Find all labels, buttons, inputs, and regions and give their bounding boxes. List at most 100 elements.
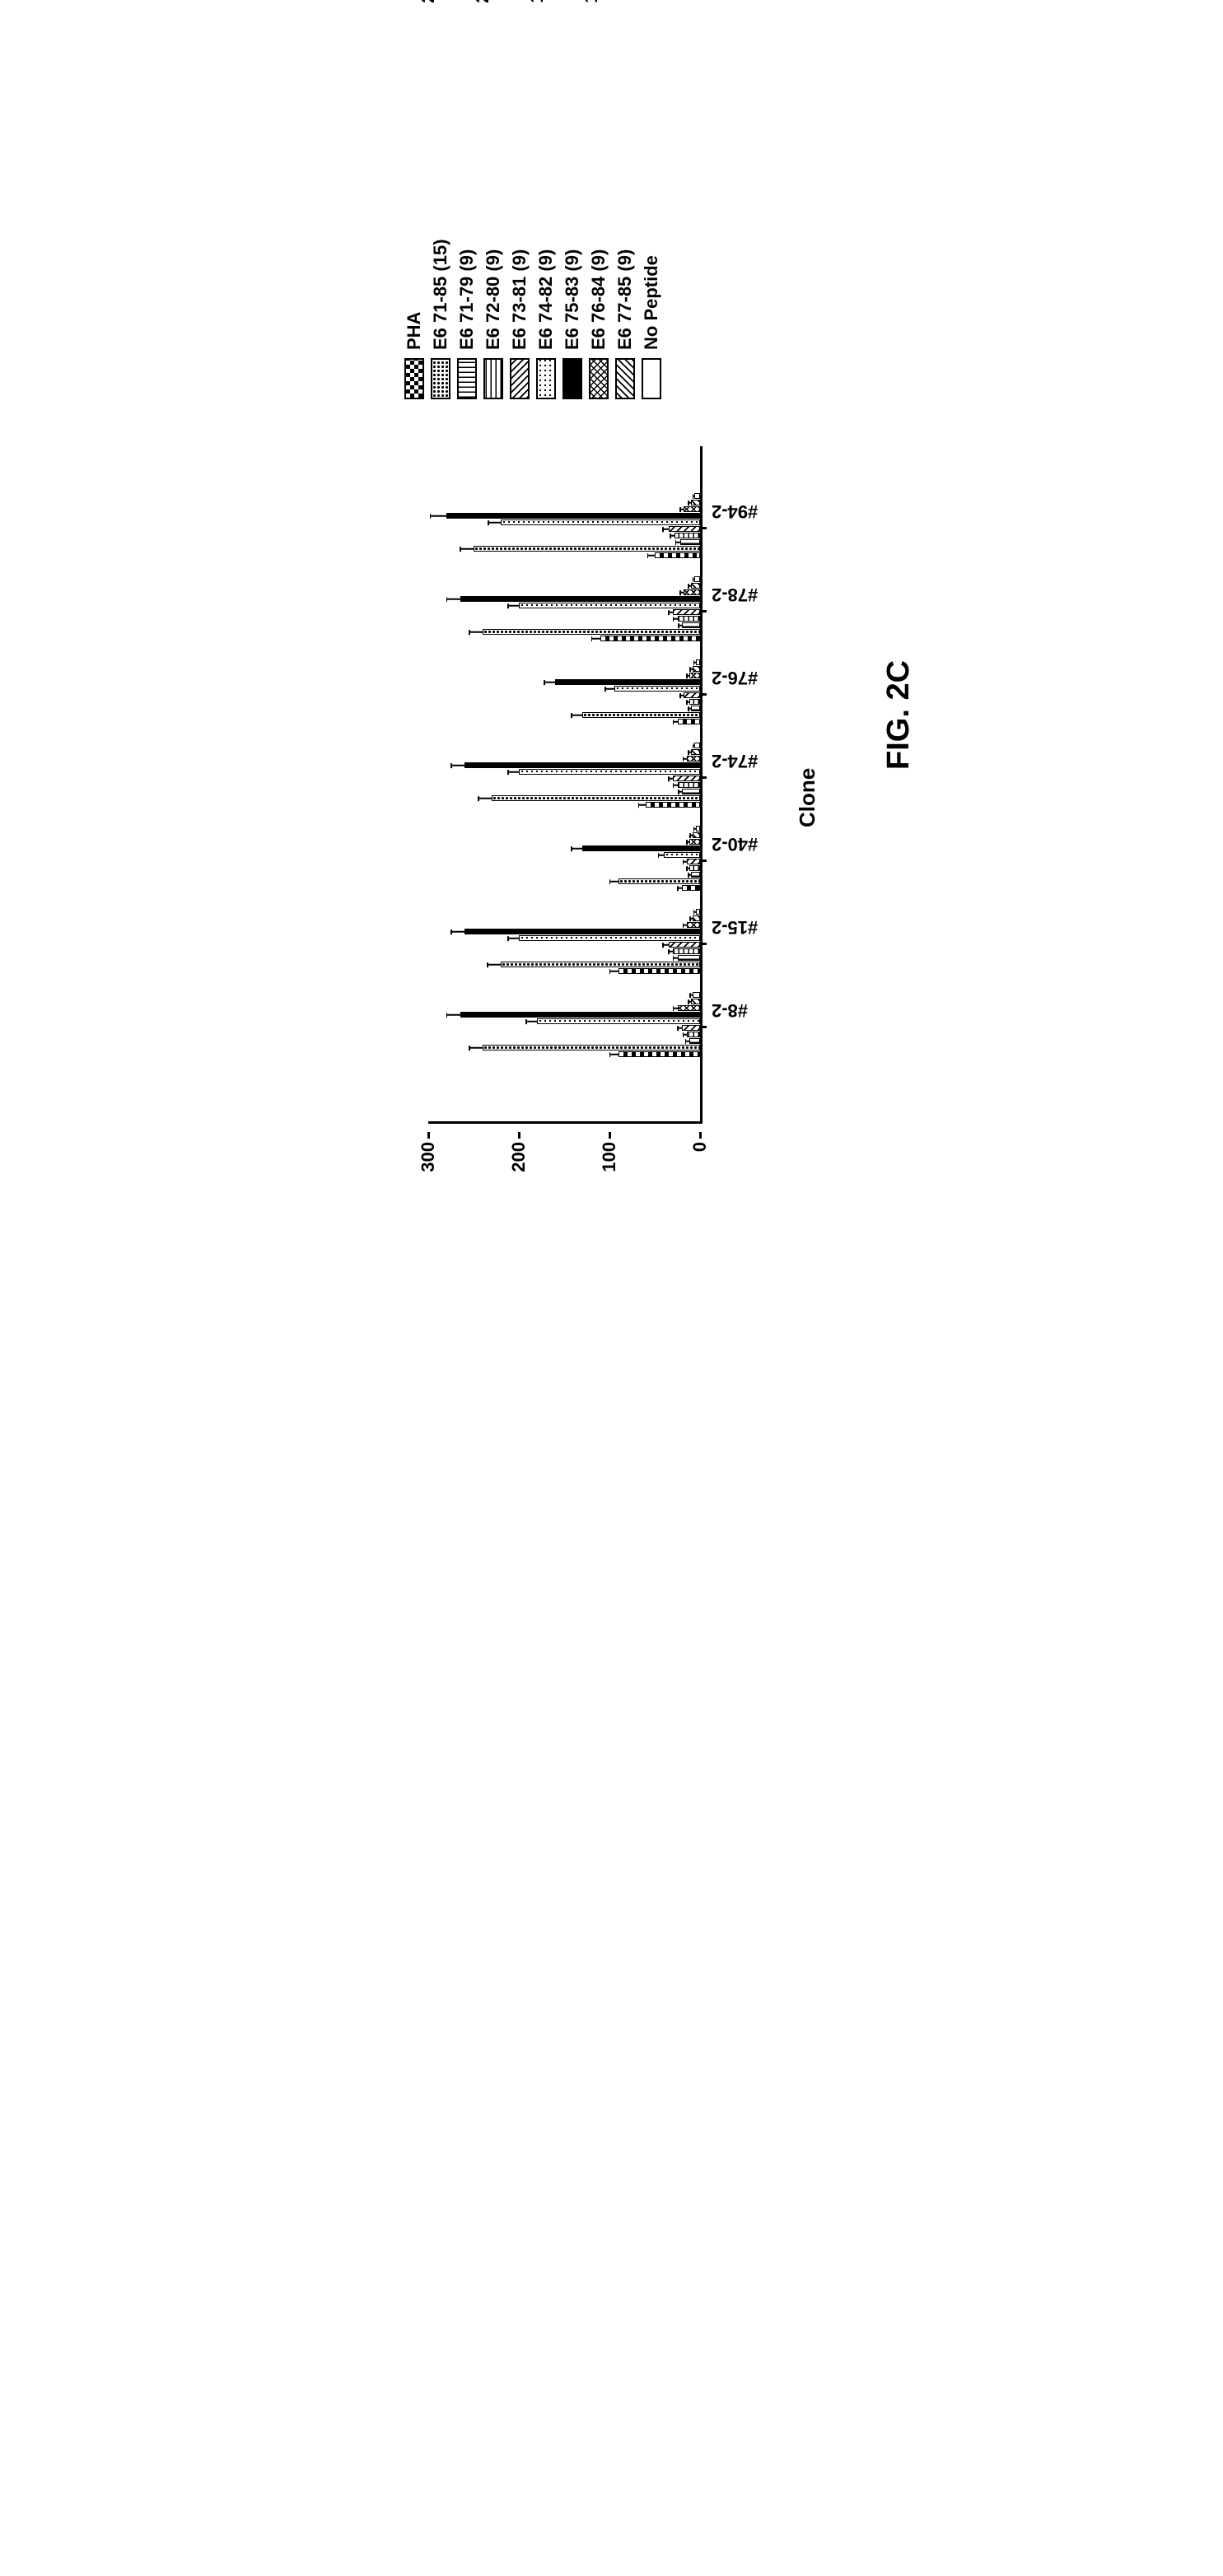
error-cap bbox=[673, 617, 675, 622]
error-cap bbox=[689, 916, 691, 921]
error-cap bbox=[591, 636, 593, 641]
legend-item: No Peptide bbox=[641, 239, 662, 399]
error-cap bbox=[689, 833, 691, 838]
error-cap bbox=[487, 962, 488, 967]
error-cap bbox=[685, 1039, 687, 1044]
bar bbox=[691, 584, 700, 589]
xtick bbox=[700, 943, 707, 945]
ytick-label: 100 bbox=[599, 1142, 620, 1172]
bar bbox=[519, 770, 700, 776]
bar bbox=[675, 533, 700, 539]
error-cap bbox=[673, 1006, 675, 1011]
legend-item: E6 72-80 (9) bbox=[483, 239, 504, 399]
bar bbox=[693, 667, 700, 673]
error-bar bbox=[572, 848, 582, 850]
bar bbox=[693, 833, 700, 839]
error-bar bbox=[609, 1054, 619, 1055]
bar bbox=[669, 943, 701, 948]
error-cap bbox=[446, 1013, 448, 1018]
error-cap bbox=[662, 527, 664, 532]
error-cap bbox=[677, 1026, 679, 1031]
error-bar bbox=[508, 938, 519, 939]
error-bar bbox=[469, 1047, 483, 1049]
legend-swatch bbox=[615, 358, 635, 399]
error-cap bbox=[670, 533, 671, 538]
bar bbox=[687, 1032, 701, 1038]
bar bbox=[696, 910, 701, 915]
error-bar bbox=[526, 1021, 537, 1022]
error-cap bbox=[662, 943, 664, 948]
bar bbox=[582, 846, 700, 852]
error-bar bbox=[488, 964, 502, 966]
error-cap bbox=[678, 790, 679, 794]
bar bbox=[684, 693, 700, 699]
bar bbox=[519, 936, 700, 942]
error-bar bbox=[544, 682, 555, 683]
legend-label: E6 73-81 (9) bbox=[509, 249, 530, 350]
bar bbox=[619, 1052, 700, 1058]
bar bbox=[555, 680, 700, 686]
error-cap bbox=[450, 929, 452, 934]
bar bbox=[682, 1026, 700, 1032]
bar bbox=[678, 617, 701, 622]
xtick-label: #74-2 bbox=[712, 750, 758, 771]
error-cap bbox=[450, 763, 452, 768]
error-bar bbox=[609, 971, 619, 972]
legend-item: E6 76-84 (9) bbox=[588, 239, 609, 399]
error-cap bbox=[446, 597, 448, 602]
ytick-label: 0 bbox=[689, 1142, 711, 1152]
error-cap bbox=[688, 999, 689, 1004]
error-cap bbox=[430, 514, 432, 519]
xtick-label: #40-2 bbox=[712, 833, 758, 855]
ytick bbox=[518, 1132, 520, 1139]
error-bar bbox=[446, 1014, 460, 1016]
error-bar bbox=[638, 804, 646, 806]
bar bbox=[501, 520, 700, 526]
legend-swatch bbox=[642, 358, 661, 399]
error-cap bbox=[675, 540, 677, 545]
bar bbox=[464, 929, 700, 935]
bar bbox=[492, 796, 700, 802]
xtick-label: #8-2 bbox=[712, 999, 748, 1021]
ytick-label: 300 bbox=[418, 1142, 439, 1172]
error-cap bbox=[668, 610, 670, 615]
bar bbox=[678, 956, 701, 962]
error-bar bbox=[478, 798, 492, 799]
error-cap bbox=[469, 1046, 470, 1050]
error-cap bbox=[544, 680, 545, 685]
error-cap bbox=[688, 501, 689, 505]
xtick bbox=[700, 693, 707, 696]
bar bbox=[694, 743, 700, 749]
xlabel-c: Clone bbox=[795, 768, 820, 827]
error-cap bbox=[693, 743, 694, 748]
xtick bbox=[700, 776, 707, 779]
error-cap bbox=[507, 770, 509, 775]
bar bbox=[684, 507, 700, 513]
legend-label: No Peptide bbox=[641, 255, 662, 350]
error-cap bbox=[686, 840, 688, 845]
bar bbox=[694, 577, 700, 583]
error-cap bbox=[507, 603, 509, 608]
bar bbox=[691, 750, 700, 756]
plot-area-c bbox=[428, 446, 703, 1124]
bar bbox=[460, 597, 701, 603]
legend-item: E6 77-85 (9) bbox=[614, 239, 636, 399]
bar bbox=[669, 527, 701, 533]
error-cap bbox=[683, 1032, 684, 1037]
bar bbox=[689, 700, 700, 706]
legend-c: PHAE6 71-85 (15)E6 71-79 (9)E6 72-80 (9)… bbox=[404, 239, 662, 399]
bar bbox=[687, 757, 701, 762]
bar bbox=[664, 853, 700, 859]
error-bar bbox=[609, 881, 619, 883]
error-cap bbox=[478, 796, 479, 801]
bar bbox=[687, 923, 701, 929]
bar bbox=[483, 630, 700, 636]
error-cap bbox=[677, 886, 679, 891]
legend-swatch bbox=[431, 358, 450, 399]
fig-label-c: FIG. 2C bbox=[881, 660, 917, 770]
bar bbox=[582, 713, 700, 719]
error-cap bbox=[679, 693, 681, 698]
legend-label: PHA bbox=[404, 312, 425, 350]
error-cap bbox=[693, 910, 695, 915]
bar bbox=[474, 547, 700, 552]
